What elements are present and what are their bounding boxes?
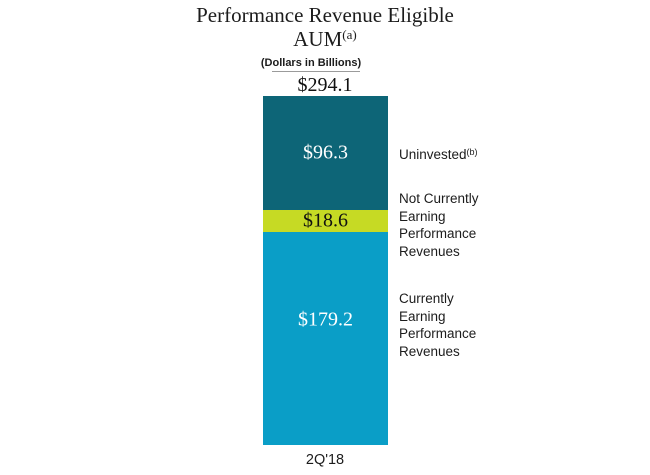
total-value-label: $294.1 [297,74,353,96]
bar-segment-not-currently-earning: $18.6 [263,209,388,233]
chart-title-line2: AUM(a) [0,27,650,51]
annotation-uninvested: Uninvested(b) [399,146,529,164]
bar-segment-currently-earning: $179.2 [263,232,388,445]
annotation-line: Revenues [399,343,460,359]
annotation-not-currently-earning: Not Currently Earning Performance Revenu… [399,190,529,260]
annotation-line: Revenues [399,243,460,259]
chart-title: Performance Revenue Eligible AUM(a) [0,3,650,51]
x-axis-category-label: 2Q'18 [305,452,345,468]
annotation-uninvested-text: Uninvested [399,147,467,162]
annotation-line: Performance [399,326,477,341]
footnote-marker-a: (a) [342,27,357,42]
segment-value-label-not-currently-earning: $18.6 [303,209,348,232]
annotation-line: Earning [399,208,446,224]
stacked-bar: $96.3 $18.6 $179.2 [263,96,388,445]
chart-subtitle-text: (Dollars in Billions) [260,57,362,69]
segment-value-label-uninvested: $96.3 [303,141,348,164]
annotation-line: Performance [399,226,477,241]
chart-title-line1: Performance Revenue Eligible [196,3,454,27]
annotation-line: Earning [399,308,446,324]
segment-value-label-currently-earning: $179.2 [298,308,353,330]
bar-segment-uninvested: $96.3 [263,96,388,211]
chart-title-aum: AUM [293,27,343,51]
annotation-line: Not Currently [399,191,479,206]
footnote-marker-b: (b) [466,147,478,157]
subtitle-underline [272,71,360,72]
chart-subtitle: (Dollars in Billions) [0,57,622,69]
annotation-currently-earning: Currently Earning Performance Revenues [399,290,529,360]
annotation-line: Currently [399,291,454,306]
